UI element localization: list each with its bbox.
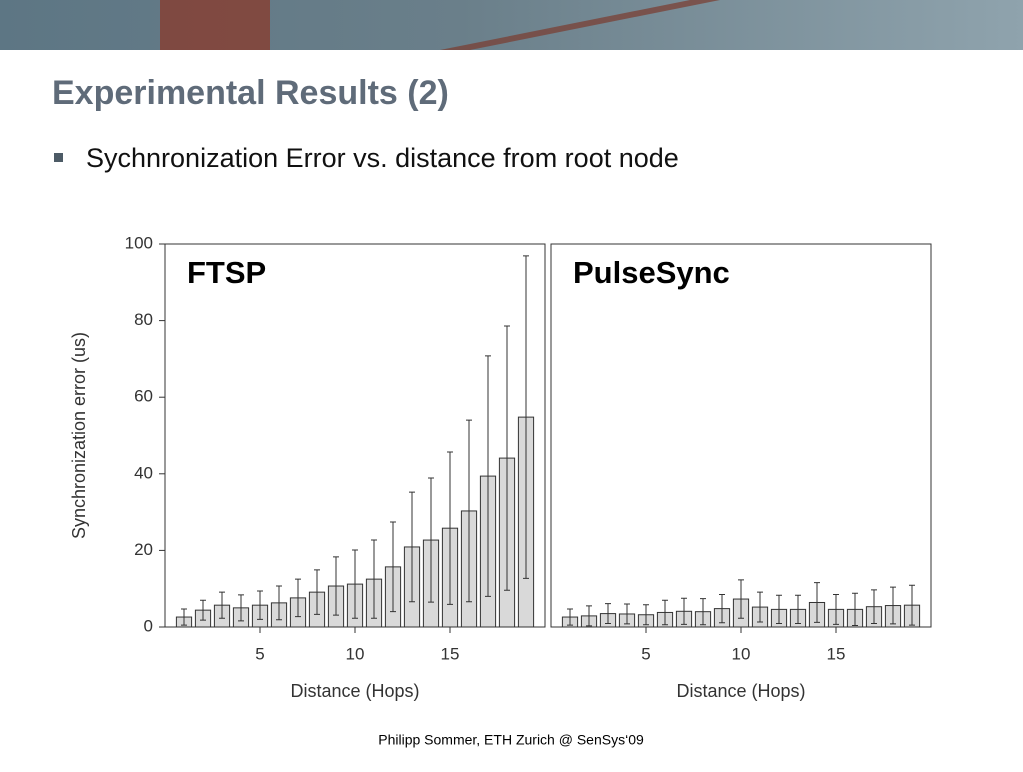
- error-bar: [200, 599, 206, 621]
- x-axis-label: Distance (Hops): [290, 681, 419, 701]
- error-bar: [586, 605, 592, 627]
- x-axis-label: Distance (Hops): [676, 681, 805, 701]
- error-bar: [333, 556, 339, 616]
- x-tick-label: 5: [641, 644, 650, 663]
- error-bar: [833, 593, 839, 625]
- error-bar: [276, 585, 282, 621]
- y-tick-label: 100: [125, 233, 153, 252]
- error-bar: [757, 591, 763, 623]
- x-tick-label: 5: [255, 644, 264, 663]
- error-bar: [700, 598, 706, 626]
- error-bar: [257, 590, 263, 620]
- error-bar: [795, 594, 801, 625]
- error-bar: [466, 419, 472, 603]
- error-bar: [871, 589, 877, 625]
- slide-title: Experimental Results (2): [52, 74, 449, 112]
- bridge-deck: [440, 0, 720, 50]
- error-bar: [852, 592, 858, 626]
- error-bar: [643, 604, 649, 626]
- error-bar: [295, 578, 301, 618]
- y-tick-label: 20: [134, 540, 153, 559]
- error-bar: [909, 584, 915, 626]
- y-axis-label: Synchronization error (us): [69, 332, 89, 539]
- error-bar: [371, 539, 377, 619]
- y-tick-label: 80: [134, 310, 153, 329]
- y-tick-label: 60: [134, 387, 153, 406]
- error-bar: [390, 521, 396, 613]
- error-bar: [504, 325, 510, 591]
- error-bar: [428, 477, 434, 603]
- error-bar: [624, 603, 630, 625]
- plot-frame: [550, 243, 932, 628]
- error-bar: [485, 355, 491, 597]
- error-bar: [662, 599, 668, 626]
- x-tick-label: 15: [441, 644, 460, 663]
- y-tick-label: 40: [134, 463, 153, 482]
- error-bar: [447, 451, 453, 605]
- error-bar: [814, 582, 820, 623]
- error-bar: [738, 579, 744, 619]
- panel-title: FTSP: [187, 255, 266, 290]
- error-bar: [605, 603, 611, 625]
- error-bar: [219, 591, 225, 619]
- footer: Philipp Sommer, ETH Zurich @ SenSys‘09: [378, 732, 644, 748]
- error-bar: [523, 255, 529, 579]
- bridge-tower: [160, 0, 270, 50]
- header-image: [0, 0, 1023, 50]
- x-tick-label: 15: [827, 644, 846, 663]
- x-tick-label: 10: [346, 644, 365, 663]
- error-bar: [181, 608, 187, 626]
- error-bar: [238, 594, 244, 622]
- y-tick-label: 0: [144, 616, 153, 635]
- error-bar: [776, 594, 782, 625]
- bullet-text: Sychnronization Error vs. distance from …: [86, 143, 679, 173]
- panel-title: PulseSync: [573, 255, 730, 290]
- error-bar: [890, 586, 896, 625]
- error-bar: [352, 549, 358, 619]
- error-bar: [681, 597, 687, 625]
- error-bar: [567, 608, 573, 626]
- error-bar: [314, 569, 320, 615]
- bullet-marker: [54, 153, 63, 162]
- error-bar: [409, 491, 415, 603]
- error-bar: [719, 593, 725, 624]
- x-tick-label: 10: [732, 644, 751, 663]
